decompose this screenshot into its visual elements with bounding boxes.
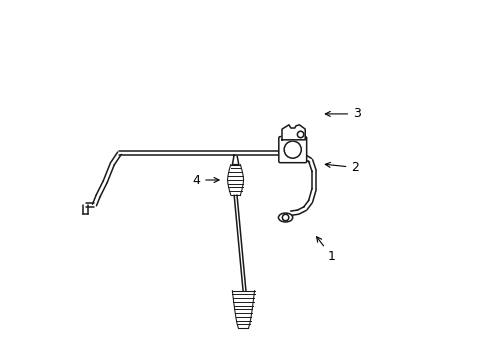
Text: 1: 1 xyxy=(316,237,335,263)
Text: 4: 4 xyxy=(192,174,219,186)
Circle shape xyxy=(284,141,301,158)
Ellipse shape xyxy=(279,147,283,153)
Polygon shape xyxy=(282,125,305,140)
Ellipse shape xyxy=(301,147,305,153)
Text: 3: 3 xyxy=(325,107,360,120)
Text: 2: 2 xyxy=(325,161,359,174)
Ellipse shape xyxy=(278,213,292,222)
FancyBboxPatch shape xyxy=(278,136,306,163)
Polygon shape xyxy=(232,155,238,165)
